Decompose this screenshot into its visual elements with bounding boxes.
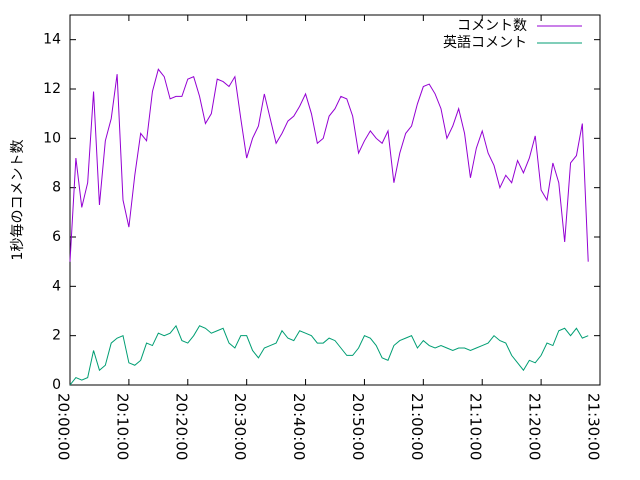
x-tick-label: 21:10:00: [467, 393, 485, 460]
x-tick-label: 20:40:00: [290, 393, 308, 460]
y-tick-label: 6: [52, 229, 61, 245]
x-tick-label: 20:20:00: [172, 393, 190, 460]
y-tick-label: 2: [52, 328, 61, 344]
y-tick-label: 8: [52, 180, 61, 196]
y-axis-label: 1秒毎のコメント数: [10, 140, 26, 261]
x-tick-label: 20:30:00: [231, 393, 249, 460]
legend-label: コメント数: [457, 18, 527, 34]
y-tick-label: 0: [52, 377, 61, 393]
plot-border: [69, 14, 601, 386]
y-tick-label: 10: [43, 130, 61, 146]
x-tick-label: 20:10:00: [113, 393, 131, 460]
y-tick-label: 4: [52, 278, 61, 294]
y-tick-label: 14: [43, 32, 61, 48]
x-tick-label: 20:50:00: [349, 393, 367, 460]
x-tick-label: 21:20:00: [526, 393, 544, 460]
x-tick-label: 21:00:00: [408, 393, 426, 460]
x-tick-label: 21:30:00: [585, 393, 603, 460]
series-line: [69, 324, 589, 386]
legend-label: 英語コメント: [443, 34, 527, 51]
x-tick-label: 20:00:00: [55, 393, 73, 460]
series-line: [69, 68, 589, 262]
y-tick-label: 12: [43, 81, 61, 97]
